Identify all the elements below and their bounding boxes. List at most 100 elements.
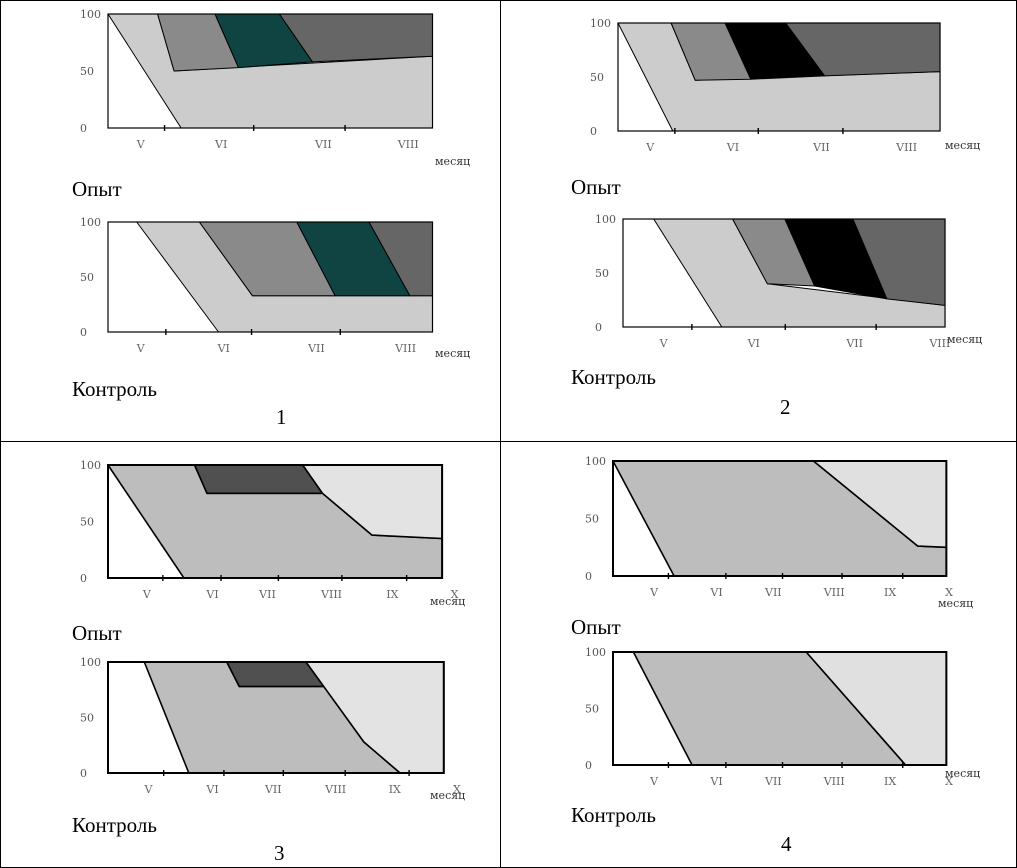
x-unit-label: месяц — [945, 767, 980, 780]
chart-1-experiment: 0 50 100 V VI VII VIII месяц — [80, 8, 470, 168]
panel-number-2: 2 — [780, 395, 791, 419]
y-tick-label: 100 — [80, 459, 101, 472]
x-tick-label: IX — [884, 586, 896, 599]
condition-label-2-exp: Опыт — [571, 175, 621, 199]
x-tick-label: VII — [307, 342, 325, 355]
x-tick-label: VIII — [394, 342, 416, 355]
x-tick-label: V — [659, 337, 669, 350]
condition-label-3-ctrl: Контроль — [72, 813, 157, 837]
y-tick-label: 50 — [590, 71, 604, 84]
chart-2-experiment: 0 50 100 V VI VII VIII месяц — [590, 17, 980, 154]
y-tick-label: 100 — [585, 455, 606, 468]
condition-label-4-exp: Опыт — [571, 615, 621, 639]
y-tick-label: 0 — [80, 572, 87, 585]
panel-number-4: 4 — [781, 832, 792, 856]
y-tick-label: 100 — [585, 646, 606, 659]
x-tick-label: IX — [389, 783, 401, 796]
x-tick-label: VIII — [823, 586, 845, 599]
y-tick-label: 100 — [80, 656, 101, 669]
condition-label-3-exp: Опыт — [72, 621, 122, 645]
plot-frame — [107, 221, 434, 333]
phase-area — [193, 464, 324, 495]
x-tick-label: VI — [205, 783, 218, 796]
y-tick-label: 50 — [595, 267, 609, 280]
x-tick-label: X — [945, 775, 953, 788]
condition-label-4-ctrl: Контроль — [571, 803, 656, 827]
y-tick-label: 100 — [80, 8, 101, 21]
x-tick-label: VIII — [928, 337, 950, 350]
y-tick-label: 50 — [80, 516, 94, 529]
x-tick-label: VII — [764, 586, 782, 599]
x-tick-label: V — [142, 588, 152, 601]
y-tick-label: 100 — [595, 213, 616, 226]
x-tick-label: VII — [258, 588, 276, 601]
y-tick-label: 50 — [80, 65, 94, 78]
x-tick-label: VII — [764, 775, 782, 788]
x-unit-label: месяц — [430, 595, 465, 608]
x-tick-label: IX — [386, 588, 398, 601]
condition-label-1-ctrl: Контроль — [72, 377, 157, 401]
x-tick-label: X — [945, 586, 953, 599]
y-tick-label: 0 — [80, 122, 87, 135]
plot-frame — [612, 460, 948, 577]
y-tick-label: 0 — [595, 321, 602, 334]
x-tick-label: V — [136, 342, 146, 355]
x-tick-label: VII — [264, 783, 282, 796]
x-tick-label: X — [453, 783, 461, 796]
x-tick-label: VIII — [320, 588, 342, 601]
x-tick-label: VI — [747, 337, 760, 350]
plot-frame — [617, 22, 941, 132]
y-tick-label: 100 — [590, 17, 611, 30]
plot-frame — [107, 464, 444, 579]
x-tick-label: VI — [726, 141, 739, 154]
condition-label-2-ctrl: Контроль — [571, 365, 656, 389]
x-tick-label: VIII — [324, 783, 346, 796]
x-unit-label: месяц — [938, 597, 973, 610]
x-tick-label: V — [136, 138, 146, 151]
x-tick-label: V — [645, 141, 655, 154]
x-tick-label: VIII — [823, 775, 845, 788]
x-tick-label: VII — [845, 337, 863, 350]
x-tick-label: VI — [214, 138, 227, 151]
x-tick-label: VI — [709, 775, 722, 788]
x-tick-label: VIII — [895, 141, 917, 154]
plot-frame — [612, 651, 948, 766]
x-tick-label: VI — [709, 586, 722, 599]
x-unit-label: месяц — [947, 333, 982, 346]
plot-frame — [107, 661, 445, 774]
x-unit-label: месяц — [945, 139, 980, 152]
x-tick-label: V — [144, 783, 154, 796]
y-tick-label: 0 — [80, 767, 87, 780]
x-tick-label: V — [649, 586, 659, 599]
chart-1-control: 0 50 100 V VI VII VIII месяц — [80, 216, 470, 360]
x-tick-label: X — [451, 588, 459, 601]
x-tick-label: V — [649, 775, 659, 788]
x-tick-label: VIII — [397, 138, 419, 151]
x-unit-label: месяц — [435, 347, 470, 360]
x-tick-label: IX — [884, 775, 896, 788]
y-tick-label: 0 — [585, 570, 592, 583]
panel-number-1: 1 — [276, 405, 287, 429]
y-tick-label: 0 — [80, 326, 87, 339]
y-tick-label: 50 — [585, 703, 599, 716]
x-tick-label: VI — [217, 342, 230, 355]
y-tick-label: 50 — [585, 513, 599, 526]
condition-label-1-exp: Опыт — [72, 177, 122, 201]
x-tick-label: VII — [314, 138, 332, 151]
y-tick-label: 50 — [80, 271, 94, 284]
plot-frame — [622, 218, 946, 328]
y-tick-label: 50 — [80, 712, 94, 725]
plot-frame — [107, 13, 434, 129]
panel-number-3: 3 — [274, 841, 285, 865]
x-tick-label: VI — [205, 588, 218, 601]
y-tick-label: 0 — [590, 125, 597, 138]
x-unit-label: месяц — [435, 155, 470, 168]
x-unit-label: месяц — [430, 789, 465, 802]
